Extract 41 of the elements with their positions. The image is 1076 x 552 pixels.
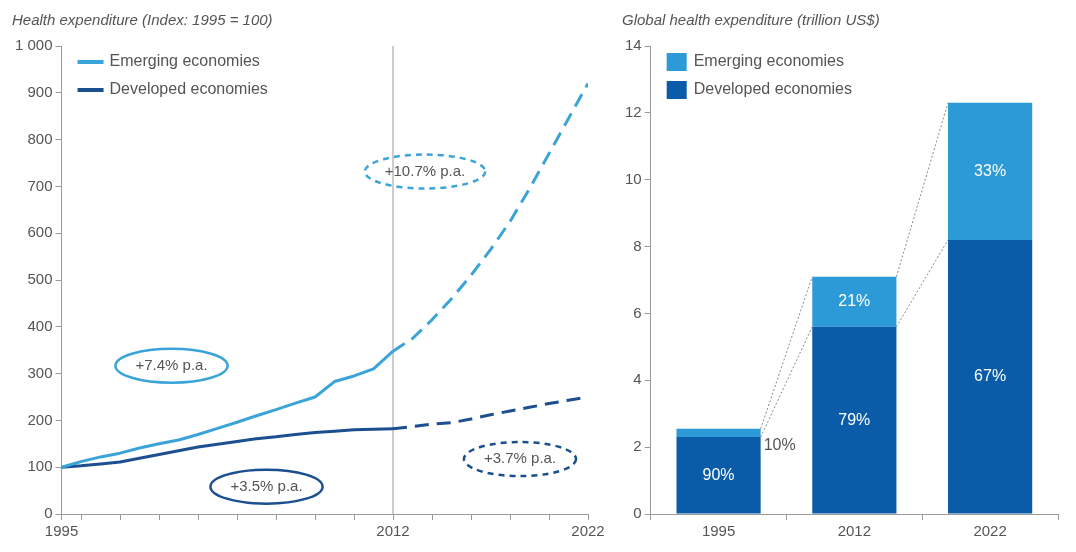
annotation: +7.4% p.a.	[135, 355, 208, 373]
y-tick-label: 0	[44, 504, 53, 522]
y-tick-label: 4	[633, 370, 642, 388]
chart-title: Global health expenditure (trillion US$)	[622, 11, 880, 29]
y-tick-label: 700	[27, 176, 53, 194]
annotation: 90%	[702, 465, 735, 483]
y-tick-label: 14	[625, 36, 642, 54]
y-tick-label: 1 000	[14, 36, 53, 54]
legend-label: Developed economies	[109, 80, 268, 98]
chart-title: Health expenditure (Index: 1995 = 100)	[12, 11, 273, 29]
y-tick-label: 300	[27, 363, 53, 381]
y-tick-label: 10	[625, 169, 642, 187]
y-tick-label: 8	[633, 236, 642, 254]
x-tick-label: 2022	[973, 522, 1007, 540]
legend-label: Developed economies	[693, 80, 853, 98]
annotation: 21%	[838, 292, 871, 310]
x-tick-label: 2022	[571, 522, 605, 540]
x-tick-label: 2012	[837, 522, 872, 540]
x-tick-label: 2012	[376, 522, 410, 540]
y-tick-label: 800	[27, 129, 53, 147]
annotation: 79%	[838, 410, 871, 428]
annotation: 10%	[763, 435, 796, 453]
y-tick-label: 6	[633, 303, 642, 321]
y-tick-label: 200	[27, 410, 53, 428]
y-tick-label: 400	[27, 316, 53, 334]
annotation: +3.5% p.a.	[230, 476, 303, 494]
y-tick-label: 100	[27, 457, 53, 475]
y-tick-label: 2	[633, 437, 642, 455]
y-tick-label: 0	[633, 504, 642, 522]
annotation: +10.7% p.a.	[384, 161, 466, 179]
y-tick-label: 600	[27, 223, 53, 241]
annotation: +3.7% p.a.	[483, 449, 557, 467]
x-tick-label: 1995	[701, 522, 736, 540]
legend-label: Emerging economies	[109, 52, 260, 70]
y-tick-label: 12	[625, 103, 642, 120]
annotation: 67%	[974, 367, 1007, 385]
legend-label: Emerging economies	[693, 52, 844, 70]
x-tick-label: 1995	[44, 522, 79, 540]
y-tick-label: 900	[27, 82, 53, 100]
y-tick-label: 500	[27, 270, 53, 288]
annotation: 33%	[974, 161, 1007, 179]
